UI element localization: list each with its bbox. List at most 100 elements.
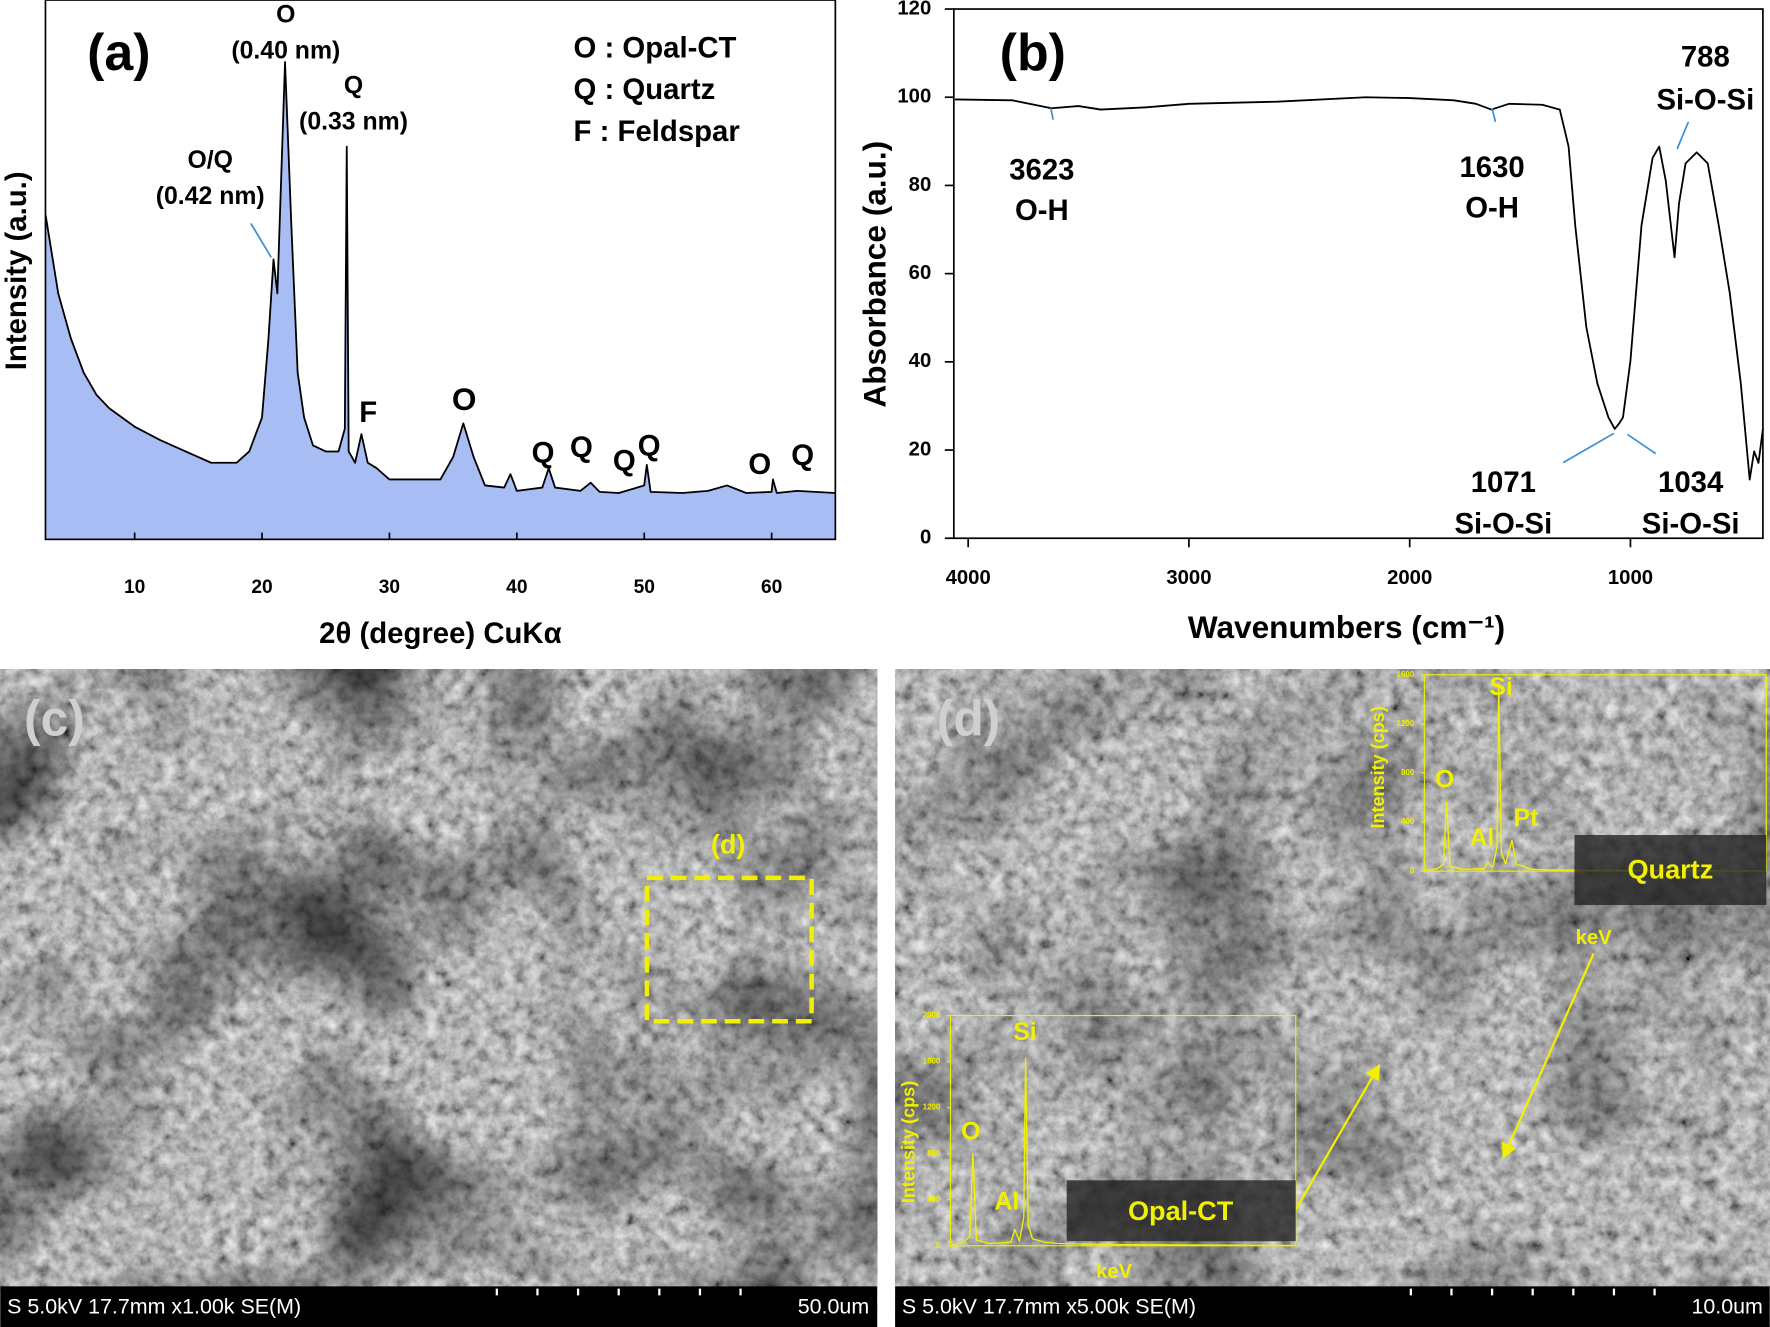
y-tick-label: 1600	[923, 1057, 941, 1066]
leader-line	[1050, 108, 1054, 120]
annotation: O	[452, 381, 477, 417]
annotation: F	[359, 396, 377, 429]
x-axis-label: keV	[1096, 1261, 1133, 1283]
annotation: 788	[1681, 40, 1730, 73]
annotation: 1034	[1658, 466, 1724, 499]
sem-shadow	[0, 669, 878, 1327]
annotation: Pt	[1514, 805, 1539, 832]
y-axis-label: Intensity (a.u.)	[0, 171, 33, 370]
x-tick-label: 20	[251, 577, 272, 598]
plot-frame	[949, 1014, 1297, 1247]
line	[950, 1057, 1296, 1247]
annotation: Q	[532, 436, 555, 469]
annotation: Q	[791, 439, 814, 472]
label-box	[1066, 1180, 1296, 1242]
annotation: Si-O-Si	[1642, 508, 1740, 541]
annotation: 1071	[1471, 466, 1536, 499]
annotation: Si	[1489, 674, 1512, 701]
y-axis-label: Intensity (cps)	[899, 1081, 919, 1203]
y-axis-label: Absorbance (a.u.)	[856, 141, 892, 408]
y-tick-label: 60	[909, 262, 932, 284]
y-tick-label: 80	[909, 174, 932, 196]
key-entry: Q : Quartz	[574, 73, 716, 106]
y-tick-label: 0	[920, 527, 931, 549]
scale-label: 50.0um	[798, 1294, 869, 1318]
scale-ticks	[495, 1288, 742, 1296]
sem-shadow	[895, 669, 1770, 1327]
leader-line	[1562, 432, 1615, 464]
pointer-arrow	[1501, 953, 1595, 1160]
annotation: Si	[1013, 1019, 1036, 1046]
y-tick-label: 1200	[1397, 719, 1415, 728]
annotation: (0.33 nm)	[299, 109, 408, 136]
y-tick-label: 100	[897, 86, 931, 108]
annotation: O/Q	[187, 147, 233, 174]
label-box	[1574, 835, 1767, 905]
y-tick-label: 1200	[923, 1103, 941, 1112]
y-tick-label: 800	[927, 1149, 941, 1158]
y-tick-label: 400	[1401, 817, 1415, 826]
annotation: Q	[570, 431, 593, 464]
y-tick-label: 120	[897, 0, 931, 19]
y-tick-label: 400	[927, 1195, 941, 1204]
annotation: O-H	[1015, 194, 1069, 227]
leader-line	[250, 222, 272, 258]
plot-frame	[44, 0, 837, 541]
panel-label: (a)	[87, 23, 150, 81]
panel-label: (c)	[24, 690, 85, 746]
region-box	[644, 875, 814, 1024]
info-bar	[895, 1286, 1770, 1327]
x-tick-label: 60	[761, 577, 782, 598]
annotation: (0.40 nm)	[231, 37, 340, 64]
y-tick-label: 1600	[1397, 670, 1415, 679]
sem-info: S 5.0kV 17.7mm x1.00k SE(M)	[7, 1294, 301, 1318]
x-tick-label: 3000	[1166, 567, 1211, 589]
annotation: Q	[344, 72, 363, 99]
annotation: Al	[1470, 825, 1495, 852]
leader-line	[1627, 433, 1657, 455]
x-tick-label: 50	[634, 577, 655, 598]
annotation: (0.42 nm)	[156, 183, 265, 210]
scale-ticks	[1409, 1288, 1656, 1296]
y-tick-label: 40	[909, 350, 932, 372]
panel-label: (d)	[937, 690, 1000, 746]
info-bar	[0, 1286, 878, 1327]
x-tick-label: 30	[379, 577, 400, 598]
annotation: 1630	[1459, 151, 1524, 184]
x-tick-label: 4000	[946, 567, 991, 589]
x-tick-label: 2000	[1387, 567, 1432, 589]
inset-label: Quartz	[1627, 853, 1713, 884]
annotation: O	[1435, 766, 1454, 793]
annotation: Al	[994, 1188, 1019, 1215]
area	[45, 62, 836, 540]
leader-line	[1676, 121, 1690, 150]
annotation: Q	[613, 444, 636, 477]
x-axis-label: 2θ (degree) CuKα	[319, 617, 561, 650]
key-entry: F : Feldspar	[574, 115, 740, 148]
x-tick-label: 10	[124, 577, 145, 598]
y-tick-label: 2000	[923, 1011, 941, 1020]
line	[1424, 682, 1767, 872]
annotation: Si-O-Si	[1454, 508, 1552, 541]
region-label: (d)	[711, 828, 746, 859]
x-tick-label: 40	[506, 577, 527, 598]
plot-frame	[952, 8, 1764, 540]
y-tick-label: 20	[909, 438, 932, 460]
sem-panel-c: (c) (d) S 5.0kV 17.7mm x1.00k SE(M) 50.0…	[0, 669, 878, 1327]
annotation: O	[748, 448, 771, 481]
line	[44, 61, 836, 494]
annotation: 3623	[1009, 153, 1074, 186]
y-tick-label: 0	[1410, 866, 1415, 875]
y-tick-label: 800	[1401, 768, 1415, 777]
y-tick-label: 0	[936, 1241, 941, 1250]
key-entry: O : Opal-CT	[574, 31, 737, 64]
x-axis-label: Wavenumbers (cm⁻¹)	[1188, 609, 1505, 645]
sem-info: S 5.0kV 17.7mm x5.00k SE(M)	[902, 1294, 1196, 1318]
y-axis-label: Intensity (cps)	[1368, 706, 1388, 828]
line	[954, 96, 1764, 481]
annotation: O-H	[1465, 192, 1519, 225]
panel-label: (b)	[1000, 23, 1066, 81]
pointer-arrow	[1294, 1063, 1381, 1211]
